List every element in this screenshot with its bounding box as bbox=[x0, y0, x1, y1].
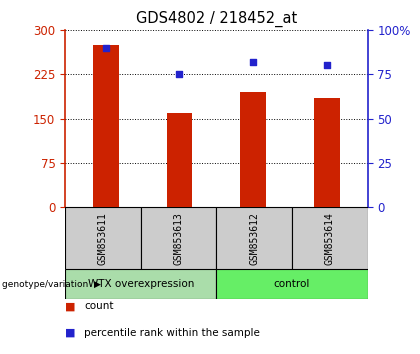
Bar bbox=[65, 269, 216, 299]
Bar bbox=[216, 269, 368, 299]
Text: GSM853612: GSM853612 bbox=[249, 212, 259, 264]
Bar bbox=[65, 207, 141, 269]
Text: WTX overexpression: WTX overexpression bbox=[87, 279, 194, 289]
Text: GSM853614: GSM853614 bbox=[325, 212, 335, 264]
Bar bbox=[292, 207, 368, 269]
Text: count: count bbox=[84, 301, 113, 311]
Text: GSM853613: GSM853613 bbox=[173, 212, 184, 264]
Bar bbox=[240, 92, 266, 207]
Point bbox=[323, 63, 330, 68]
Text: control: control bbox=[274, 279, 310, 289]
Point bbox=[250, 59, 257, 65]
Text: genotype/variation  ▶: genotype/variation ▶ bbox=[2, 280, 101, 289]
Text: GSM853611: GSM853611 bbox=[98, 212, 108, 264]
Title: GDS4802 / 218452_at: GDS4802 / 218452_at bbox=[136, 11, 297, 27]
Text: percentile rank within the sample: percentile rank within the sample bbox=[84, 328, 260, 338]
Text: ■: ■ bbox=[65, 301, 76, 311]
Point bbox=[102, 45, 109, 51]
Bar bbox=[166, 113, 192, 207]
Bar bbox=[314, 98, 340, 207]
Text: ■: ■ bbox=[65, 328, 76, 338]
Bar bbox=[141, 207, 216, 269]
Bar bbox=[216, 207, 292, 269]
Bar bbox=[93, 45, 118, 207]
Point bbox=[176, 72, 183, 77]
